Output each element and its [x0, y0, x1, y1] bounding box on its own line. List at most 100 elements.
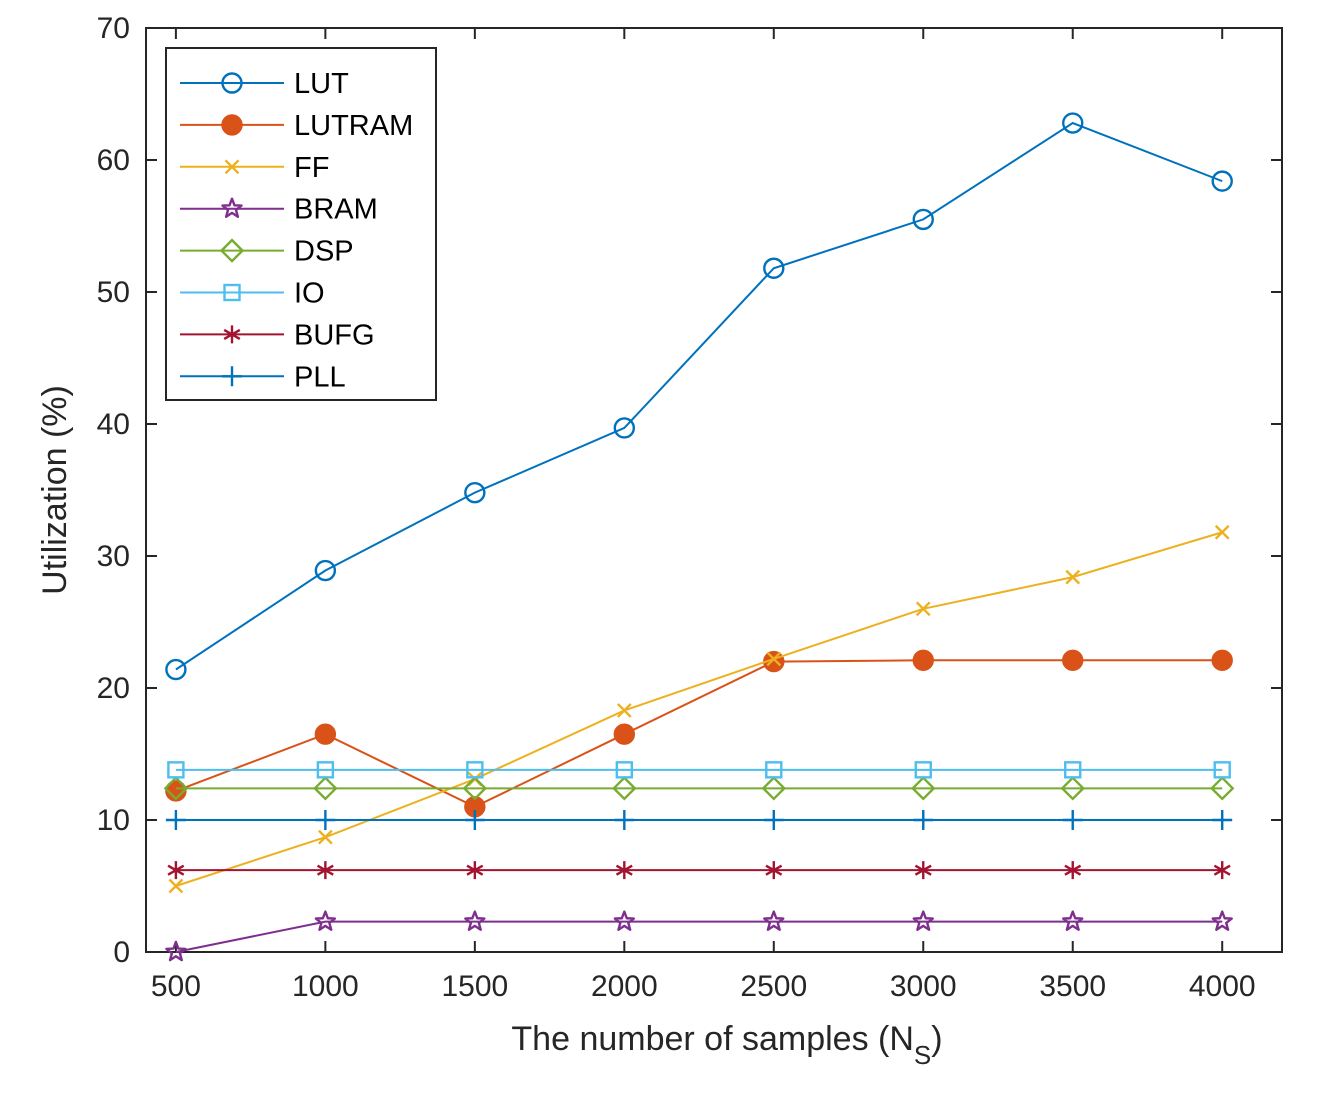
legend-entry-dsp: DSP — [180, 236, 354, 268]
legend-entry-lut: LUT — [180, 68, 349, 100]
data-point-pll — [913, 810, 934, 830]
data-point-lut — [613, 417, 636, 439]
series-pll — [165, 810, 1233, 830]
x-tick-label: 4000 — [1189, 970, 1256, 1003]
data-point-io — [615, 761, 634, 779]
data-point-ff — [318, 829, 333, 845]
data-point-lutram — [613, 723, 636, 745]
data-point-bram — [1062, 910, 1084, 931]
data-point-pll — [1062, 810, 1083, 830]
data-point-bram — [314, 910, 337, 931]
data-point-io — [765, 761, 783, 779]
data-point-pll — [614, 810, 635, 830]
legend-label-lut: LUT — [294, 68, 349, 100]
legend-marker-bram — [221, 197, 243, 218]
y-tick-label: 30 — [97, 540, 130, 573]
legend-label-bram: BRAM — [294, 194, 378, 226]
data-point-dsp — [462, 776, 488, 801]
series-lut — [165, 112, 1233, 681]
legend-marker-bufg — [223, 325, 241, 344]
data-point-ff — [168, 878, 184, 894]
data-point-bram — [165, 940, 187, 962]
legend-box — [165, 47, 437, 401]
series-dsp — [163, 776, 1235, 801]
x-axis-label-main: The number of samples (N — [511, 1020, 914, 1058]
data-point-lut — [1211, 170, 1233, 192]
data-point-bram — [912, 910, 934, 931]
data-point-lut — [314, 559, 337, 582]
legend-marker-pll — [222, 366, 242, 387]
series-line-bram — [175, 920, 1223, 953]
data-point-bufg — [914, 861, 932, 880]
legend-entry-ff: FF — [180, 152, 329, 184]
series-line-lut — [175, 121, 1223, 671]
series-bram — [165, 910, 1233, 962]
data-point-dsp — [1060, 776, 1085, 801]
x-tick-label: 3000 — [890, 970, 957, 1003]
legend-marker-ff — [224, 159, 240, 175]
legend-label-io: IO — [294, 278, 325, 310]
y-tick-label: 40 — [97, 408, 130, 441]
data-point-lutram — [1211, 649, 1233, 671]
data-point-bufg — [765, 861, 783, 880]
y-tick-label: 50 — [97, 276, 130, 309]
legend-label-lutram: LUTRAM — [294, 110, 413, 142]
data-point-bufg — [1213, 861, 1231, 880]
legend-label-ff: FF — [294, 152, 329, 184]
y-axis-label: Utilization (%) — [36, 385, 74, 595]
y-tick-label: 10 — [97, 804, 130, 837]
x-tick-labels: 500 1000 1500 2000 2500 3000 3500 4000 — [151, 970, 1256, 1003]
data-point-dsp — [761, 776, 786, 801]
series-line-ff — [175, 531, 1223, 887]
x-tick-label: 1000 — [292, 970, 359, 1003]
legend-entry-pll: PLL — [180, 361, 346, 393]
data-point-lutram — [314, 723, 337, 745]
data-point-ff — [616, 703, 632, 718]
x-tick-label: 500 — [151, 970, 201, 1003]
data-point-bram — [1211, 910, 1233, 931]
data-point-io — [316, 761, 335, 779]
data-point-dsp — [313, 776, 338, 801]
data-point-lut — [763, 257, 785, 279]
legend: LUT LUTRAM FF BRAM DSP IO BUFG PLL — [165, 47, 437, 401]
data-point-pll — [315, 810, 336, 830]
data-point-bufg — [167, 861, 185, 880]
legend-marker-lutram — [221, 114, 243, 136]
x-axis-label-suffix: ) — [931, 1020, 942, 1058]
x-axis-label: The number of samples (NS) — [511, 1020, 942, 1070]
y-tick-label: 20 — [97, 672, 130, 705]
data-point-lutram — [1062, 649, 1084, 671]
x-tick-label: 2500 — [740, 970, 807, 1003]
data-point-ff — [915, 601, 931, 617]
data-point-io — [466, 761, 484, 779]
data-point-ff — [1214, 524, 1230, 540]
data-point-dsp — [1210, 776, 1235, 801]
data-point-ff — [1065, 569, 1081, 585]
data-point-io — [914, 761, 932, 779]
legend-label-dsp: DSP — [294, 236, 354, 268]
data-point-bram — [613, 910, 636, 931]
data-point-lut — [1062, 112, 1084, 134]
legend-entry-lutram: LUTRAM — [180, 110, 413, 142]
y-tick-label: 0 — [113, 936, 130, 969]
data-point-lut — [165, 658, 187, 681]
data-point-pll — [763, 810, 784, 830]
legend-marker-lut — [221, 72, 243, 94]
data-point-bufg — [316, 861, 334, 880]
legend-entry-bufg: BUFG — [180, 319, 375, 351]
series-line-lutram — [175, 659, 1223, 808]
x-tick-label: 1500 — [441, 970, 508, 1003]
x-tick-label: 3500 — [1039, 970, 1106, 1003]
legend-marker-io — [223, 283, 241, 302]
x-tick-label: 2000 — [591, 970, 658, 1003]
y-tick-label: 60 — [97, 144, 130, 177]
series-ff — [168, 524, 1230, 894]
legend-label-bufg: BUFG — [294, 319, 375, 351]
legend-entry-bram: BRAM — [180, 194, 378, 226]
data-point-bufg — [466, 861, 484, 880]
x-axis-label-subscript: S — [914, 1040, 931, 1070]
data-point-bufg — [1064, 861, 1082, 880]
data-point-bram — [763, 910, 785, 931]
data-point-bufg — [615, 861, 633, 880]
